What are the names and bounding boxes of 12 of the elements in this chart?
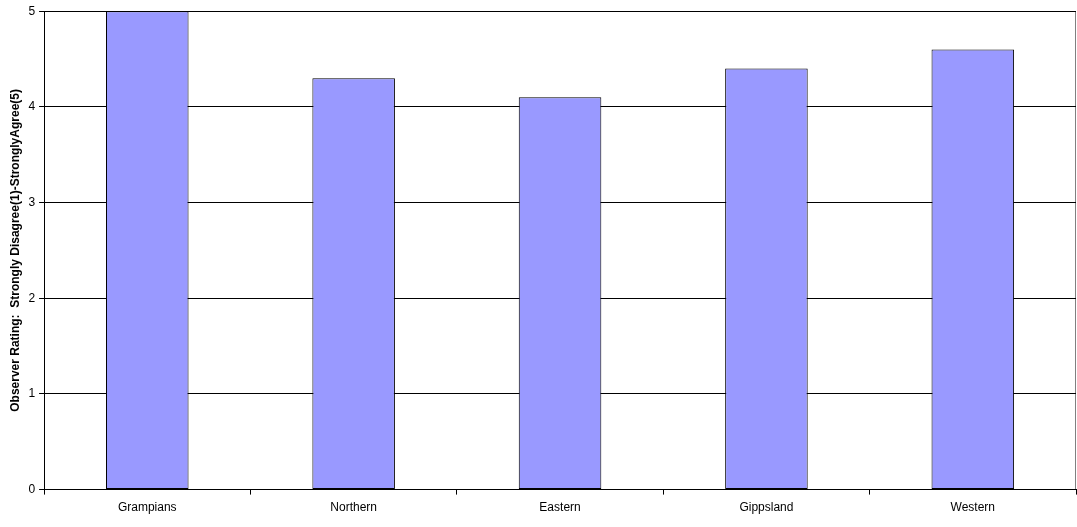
x-tick-label: Northern: [330, 500, 377, 515]
y-tick-label: 5: [28, 3, 36, 18]
y-tick-label: 3: [28, 194, 36, 209]
x-tick-label: Eastern: [539, 500, 581, 515]
y-tick-label: 4: [28, 99, 36, 114]
y-tick-label: 0: [28, 481, 36, 496]
x-tick-label: Grampians: [117, 500, 177, 515]
y-axis-title: Observer Rating: Strongly Disagree(1)-StronglyAgree(5): [7, 89, 22, 412]
y-tick-label: 2: [28, 290, 36, 305]
x-tick-label: Western: [950, 500, 996, 515]
y-tick-label: 1: [28, 386, 36, 401]
x-tick-label: Gippsland: [739, 500, 794, 515]
